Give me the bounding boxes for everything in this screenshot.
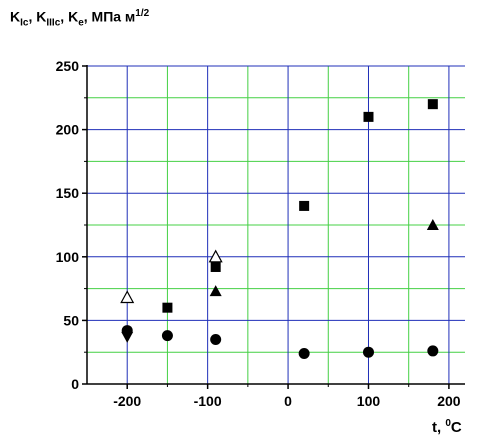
x-tick-label: -100 (194, 393, 222, 409)
x-tick-label: 200 (437, 393, 461, 409)
y-tick-label: 250 (56, 58, 80, 74)
marker-circle (362, 346, 374, 358)
marker-triangle (426, 219, 439, 230)
marker-circle (161, 330, 173, 342)
marker-triangle-open (120, 290, 135, 304)
marker-triangle-open (208, 249, 223, 263)
x-tick-label: 0 (284, 393, 292, 409)
data-points (120, 99, 439, 359)
x-axis-label: t, 0C (432, 418, 462, 436)
marker-circle (298, 347, 310, 359)
x-tick-label: -200 (113, 393, 141, 409)
y-tick-label: 150 (56, 185, 80, 201)
marker-triangle-down (121, 331, 134, 343)
y-tick-label: 0 (71, 376, 79, 392)
y-tick-label: 200 (56, 122, 80, 138)
grid (87, 65, 465, 384)
marker-triangle (209, 285, 222, 297)
marker-square (427, 99, 438, 110)
marker-square (162, 302, 173, 313)
marker-circle (210, 333, 222, 345)
marker-square (210, 261, 221, 272)
x-tick-label: 100 (357, 393, 381, 409)
y-tick-label: 50 (63, 312, 79, 328)
y-tick-label: 100 (56, 249, 80, 265)
marker-square (363, 111, 374, 122)
marker-circle (427, 345, 439, 357)
marker-square (299, 200, 310, 211)
ticks: 0 50 100 150 200 250 -200 -100 0 100 200 (56, 58, 461, 409)
y-axis-label: KIc, KIIIc, Ke, МПа м1/2 (10, 8, 150, 29)
